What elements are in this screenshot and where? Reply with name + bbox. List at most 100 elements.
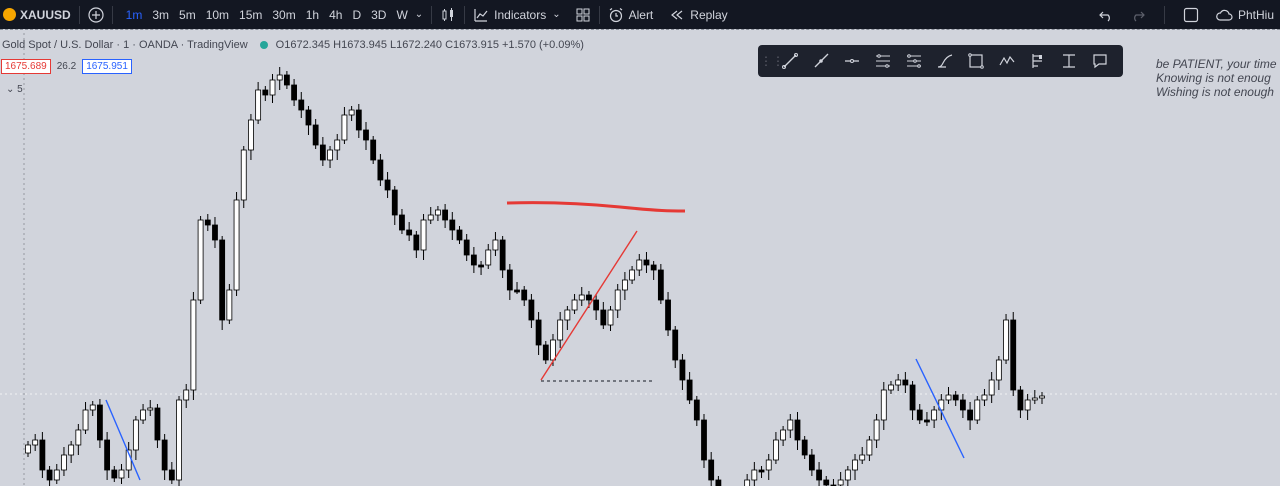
candle-body (578, 294, 585, 301)
candle-body (46, 469, 53, 481)
candle-body (384, 179, 391, 191)
rewind-icon (671, 10, 683, 19)
indicator-count: 5 (17, 84, 23, 95)
candle-body (176, 399, 182, 481)
measure-tool[interactable] (1053, 45, 1084, 77)
long-position-icon (1031, 54, 1042, 68)
symbol-description: Gold Spot / U.S. Dollar (2, 39, 114, 51)
timeframe-30m[interactable]: 30m (272, 7, 296, 22)
candle-body (399, 214, 405, 231)
divider (78, 5, 80, 24)
candle-body (506, 269, 513, 291)
fib-retracement-tool[interactable] (898, 45, 929, 77)
candle-body (420, 219, 427, 251)
long-position-tool[interactable] (1022, 45, 1053, 77)
pattern-tool[interactable] (991, 45, 1022, 77)
redo-icon[interactable] (1130, 7, 1146, 23)
candle-body (68, 444, 75, 456)
timeframe-3d[interactable]: 3D (371, 7, 387, 22)
candle-body (226, 289, 233, 321)
candle-body (701, 419, 707, 461)
timeframe-5m[interactable]: 5m (179, 7, 196, 22)
candle-body (773, 439, 779, 461)
candle-body (219, 239, 226, 321)
candle-body (924, 419, 930, 423)
horizontal-line-icon (844, 59, 859, 63)
chevron-down-icon[interactable]: ⌄ (414, 9, 424, 20)
timeframe-d[interactable]: D (352, 7, 362, 22)
low-value: L1672.240 (390, 39, 443, 51)
brush-tool[interactable] (929, 45, 960, 77)
symbol-search[interactable]: XAUUSD (0, 0, 71, 29)
divider (1163, 5, 1165, 24)
candle-body (852, 459, 858, 471)
replay-label: Replay (690, 7, 728, 22)
compare-add-icon[interactable] (88, 6, 104, 23)
candle-body (485, 249, 492, 266)
candle-body (377, 159, 384, 181)
user-name: PhtHiu (1237, 7, 1274, 22)
indicators-toggle[interactable]: ⌄ 5 (6, 84, 23, 95)
candle-body (197, 219, 204, 301)
buy-price-button[interactable]: 1675.951 (82, 59, 132, 74)
drag-handle-icon[interactable]: ⋮⋮ (760, 54, 784, 68)
candle-body (283, 74, 290, 86)
symbol-title: Gold Spot / U.S. Dollar · 1 · OANDA · Tr… (2, 39, 248, 51)
candle-body (1031, 397, 1038, 401)
candle-body (909, 384, 916, 411)
timeframe-10m[interactable]: 10m (205, 7, 230, 22)
candle-body (470, 254, 477, 266)
candle-body (708, 459, 715, 481)
candle-body (837, 479, 844, 486)
candle-body (154, 407, 161, 441)
indicators-button[interactable]: Indicators (473, 7, 546, 23)
alert-button[interactable]: Alert (608, 7, 653, 23)
horizontal-line-tool[interactable] (836, 45, 867, 77)
candle-body (859, 454, 866, 461)
timeframe-w[interactable]: W (396, 7, 408, 22)
candles-icon[interactable] (440, 7, 456, 23)
candle-body (32, 439, 39, 446)
timeframe-4h[interactable]: 4h (329, 7, 343, 22)
candle-body (298, 99, 305, 111)
candle-body (945, 394, 952, 401)
ray-tool[interactable] (805, 45, 836, 77)
chevron-down-icon[interactable]: ⌄ (552, 9, 561, 20)
divider (111, 5, 113, 24)
timeframe-1m[interactable]: 1m (125, 7, 143, 22)
templates-grid-icon[interactable] (575, 7, 591, 23)
candle-body (25, 444, 31, 454)
candle-body (82, 409, 89, 431)
candle-body (212, 224, 218, 241)
candle-body (75, 429, 82, 446)
candle-body (413, 234, 420, 251)
candle-body (97, 404, 103, 441)
candle-body (248, 119, 254, 151)
timeframe-15m[interactable]: 15m (239, 7, 263, 22)
candle-body (204, 219, 211, 226)
top-toolbar: XAUUSD 1m 3m 5m 10m 15m 30m 1h 4h D 3D W ⌄ Indicat… (0, 0, 1280, 29)
replay-button[interactable]: Replay (669, 7, 728, 23)
callout-tool[interactable] (1084, 45, 1115, 77)
note-line: Wishing is not enough (1156, 85, 1274, 99)
candle-body (665, 299, 671, 331)
candle-body (679, 359, 686, 381)
timeframe-1h[interactable]: 1h (305, 7, 320, 22)
chevron-down-icon: ⌄ (6, 84, 15, 95)
undo-icon[interactable] (1098, 7, 1114, 23)
fullscreen-icon[interactable] (1183, 7, 1199, 23)
timeframe-3m[interactable]: 3m (152, 7, 170, 22)
rectangle-icon (967, 53, 984, 69)
candle-body (1003, 319, 1009, 361)
candle-body (780, 429, 787, 441)
candle-body (959, 399, 966, 411)
trend-line-tool[interactable] (774, 45, 805, 77)
rectangle-tool[interactable] (960, 45, 991, 77)
user-menu[interactable]: PhtHiu (1215, 8, 1274, 22)
alarm-clock-icon (609, 7, 622, 22)
sell-price-button[interactable]: 1675.689 (1, 59, 51, 74)
candle-body (521, 289, 528, 301)
divider (431, 5, 433, 24)
parallel-channel-tool[interactable] (867, 45, 898, 77)
price-chart[interactable] (0, 33, 1280, 486)
